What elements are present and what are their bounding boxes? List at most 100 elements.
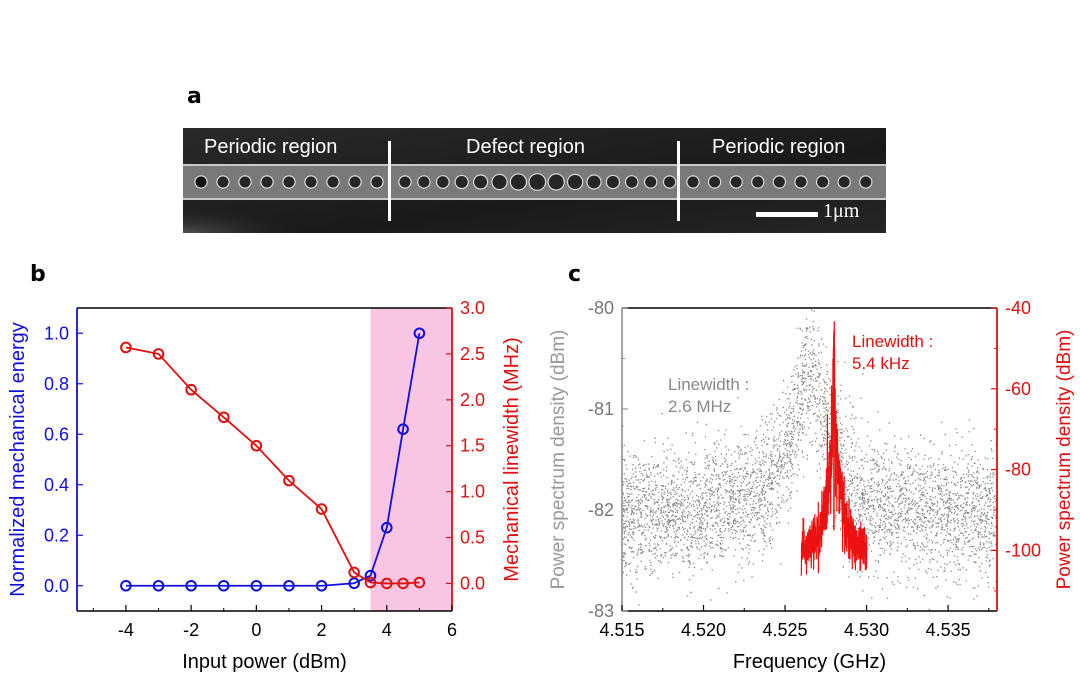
region-divider-left <box>388 141 391 221</box>
hole <box>492 175 507 189</box>
b-left-tick-label: 0.4 <box>44 475 69 495</box>
b-left-tick-label: 0.2 <box>44 525 69 545</box>
c-y-axis-label-left: Power spectrum density (dBm) <box>548 330 569 590</box>
b-linewidth-line <box>125 346 420 585</box>
c-x-tick-label: 4.535 <box>926 620 971 640</box>
c-annotation-red-line1: Linewidth : <box>852 332 933 351</box>
b-energy-point <box>283 579 295 592</box>
c-gray-points <box>622 309 999 613</box>
sem-drawing <box>183 128 886 233</box>
c-left-tick-label: -82 <box>588 500 614 520</box>
b-left-tick-label: 0.8 <box>44 374 69 394</box>
hole <box>795 176 807 188</box>
hole <box>548 174 564 190</box>
b-x-axis-label: Input power (dBm) <box>182 651 347 673</box>
b-energy-point <box>397 423 409 435</box>
sem-image: Periodic region Defect region Periodic r… <box>183 128 886 233</box>
b-linewidth-point <box>348 566 360 579</box>
b-energy-point <box>380 521 393 534</box>
b-energy-point <box>120 579 132 592</box>
b-energy-point <box>348 577 360 590</box>
b-shaded-region <box>370 308 452 611</box>
b-linewidth-point <box>283 474 295 487</box>
scale-bar-label: 1μm <box>823 200 860 222</box>
hole <box>645 176 657 188</box>
b-linewidth-point <box>364 576 377 589</box>
hole <box>817 176 829 188</box>
chart-b: -4 -2 0 2 4 6 0.0 0.2 0.4 0.6 0.8 1.0 0.0 0.5 1.0 1.5 2.… <box>7 298 523 673</box>
c-left-tick-label: -81 <box>588 399 614 419</box>
b-energy-point <box>152 579 165 592</box>
b-energy-point <box>185 579 197 592</box>
b-right-tick-label: 1.0 <box>460 482 485 502</box>
hole <box>455 176 468 188</box>
b-left-tick-label: 1.0 <box>44 323 69 343</box>
panel-label-b: b <box>30 262 46 287</box>
b-series <box>120 327 426 592</box>
panel-label-a: a <box>187 84 202 109</box>
c-x-tick-label: 4.515 <box>599 620 644 640</box>
b-left-tick-label: 0.0 <box>44 576 69 596</box>
c-left-tick-label: -83 <box>588 601 614 621</box>
c-left-tick-label: -80 <box>588 298 614 318</box>
c-x-tick-label: 4.520 <box>681 620 726 640</box>
c-x-tick-label: 4.530 <box>844 620 889 640</box>
hole <box>606 176 619 188</box>
sem-region-label-left: Periodic region <box>204 136 338 158</box>
hole <box>730 176 742 188</box>
b-x-tick-label: 2 <box>317 620 327 640</box>
waveguide-edge-top <box>183 164 886 166</box>
waveguide-edge-bottom <box>183 198 886 200</box>
c-right-tick-label: -80 <box>1005 460 1031 480</box>
hole <box>371 176 383 188</box>
hole <box>626 176 638 188</box>
b-x-tick-label: 0 <box>251 620 261 640</box>
c-y-axis-label-right: Power spectrum density (dBm) <box>1054 330 1075 590</box>
b-x-tick-label: 4 <box>382 620 392 640</box>
b-right-tick-label: 1.5 <box>460 436 485 456</box>
hole <box>568 175 583 189</box>
c-x-axis-label: Frequency (GHz) <box>733 651 886 673</box>
c-annotation-red-line2: 5.4 kHz <box>852 354 910 373</box>
hole <box>529 174 545 190</box>
b-linewidth-point <box>250 439 263 452</box>
hole <box>437 176 449 188</box>
c-right-tick-label: -100 <box>1005 540 1041 560</box>
hole <box>773 176 785 188</box>
b-right-tick-label: 3.0 <box>460 298 485 318</box>
b-right-tick-label: 0.0 <box>460 573 485 593</box>
c-gray-scatter <box>622 309 999 613</box>
region-divider-right <box>677 141 680 221</box>
b-x-tick-label: -4 <box>118 620 134 640</box>
hole <box>474 175 488 189</box>
c-red-spectrum <box>800 321 868 576</box>
b-left-tick-label: 0.6 <box>44 424 69 444</box>
hole <box>399 176 411 188</box>
b-energy-point <box>413 327 426 340</box>
b-x-tick-label: -2 <box>183 620 199 640</box>
b-energy-point <box>250 579 263 592</box>
b-linewidth-point <box>380 577 393 590</box>
b-ticks: -4 -2 0 2 4 6 0.0 0.2 0.4 0.6 0.8 1.0 0.0 0.5 1.0 1.5 2.… <box>44 298 485 640</box>
hole <box>195 176 207 188</box>
b-axes <box>76 307 453 612</box>
c-right-tick-label: -40 <box>1005 298 1031 318</box>
hole <box>510 174 526 190</box>
b-right-tick-label: 2.5 <box>460 344 485 364</box>
b-x-tick-label: 6 <box>447 620 457 640</box>
hole <box>239 176 251 188</box>
b-energy-point <box>364 569 377 582</box>
hole <box>283 176 295 188</box>
c-x-tick-label: 4.525 <box>763 620 808 640</box>
hole <box>664 176 676 188</box>
hole-array <box>194 173 873 191</box>
b-linewidth-point <box>217 411 230 424</box>
hole <box>860 176 872 188</box>
hole <box>418 176 430 188</box>
c-ticks: 4.515 4.520 4.525 4.530 4.535 -80 -81 -82 -83 -40… <box>588 298 1041 640</box>
hole <box>261 176 273 188</box>
b-right-tick-label: 2.0 <box>460 390 485 410</box>
b-linewidth-point <box>397 577 409 590</box>
scale-bar <box>756 212 818 217</box>
c-annotation-gray-line1: Linewidth : <box>668 375 749 394</box>
